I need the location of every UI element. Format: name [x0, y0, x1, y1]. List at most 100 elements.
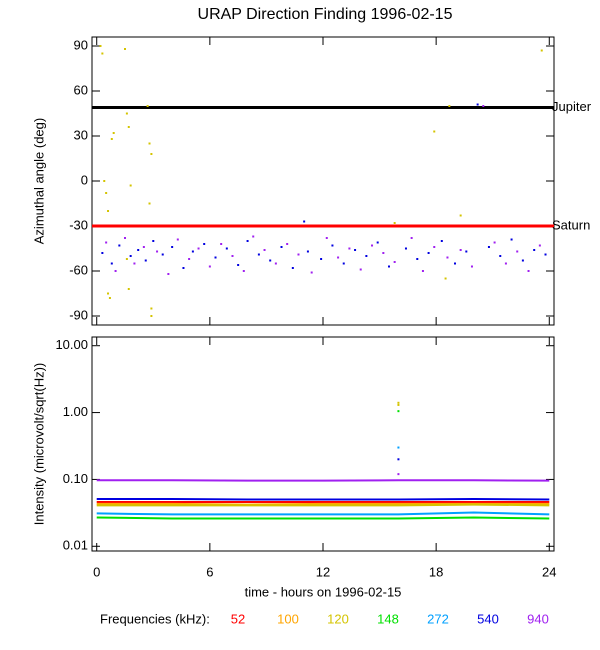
reference-label: Jupiter [552, 99, 592, 114]
data-point [393, 261, 396, 263]
data-point [448, 105, 451, 107]
legend-item: 120 [327, 611, 349, 626]
data-point [421, 270, 424, 272]
data-point [129, 184, 132, 187]
data-point [246, 240, 249, 242]
data-point [397, 473, 400, 476]
data-point [105, 192, 108, 194]
data-point [337, 256, 340, 259]
data-line [96, 511, 550, 516]
x-tick-label: 12 [316, 564, 330, 579]
data-point [133, 262, 136, 265]
chart-title: URAP Direction Finding 1996-02-15 [198, 6, 453, 23]
data-point [101, 52, 104, 55]
data-point [105, 241, 108, 244]
legend-item: 52 [231, 611, 245, 626]
data-point [521, 259, 524, 262]
legend-item: 540 [477, 611, 499, 626]
data-point [252, 235, 255, 238]
data-point [354, 249, 357, 251]
data-point [161, 253, 164, 256]
data-line [96, 516, 550, 520]
data-point [348, 247, 351, 250]
data-point [148, 142, 151, 145]
data-point [127, 288, 130, 290]
x-tick-label: 6 [206, 564, 213, 579]
data-point [310, 271, 313, 274]
data-point [108, 297, 111, 299]
data-point [388, 265, 390, 268]
data-point [112, 132, 115, 134]
data-point [110, 138, 113, 140]
data-point [280, 246, 283, 248]
data-point [527, 270, 530, 272]
data-point [220, 243, 223, 245]
data-point [144, 259, 147, 262]
data-point [286, 243, 289, 245]
data-point [397, 401, 400, 404]
data-point [540, 49, 543, 52]
data-point [382, 252, 385, 254]
data-point [101, 252, 104, 254]
data-point [510, 238, 513, 241]
data-point [454, 262, 456, 265]
data-point [544, 253, 547, 256]
data-point [440, 240, 443, 242]
data-point [182, 267, 185, 269]
data-point [499, 255, 502, 257]
data-point [516, 250, 519, 253]
data-point [371, 244, 374, 247]
data-point [416, 258, 419, 260]
data-point [150, 153, 153, 155]
data-point [231, 255, 234, 257]
data-point [114, 270, 117, 272]
data-point [137, 249, 140, 251]
data-point [376, 241, 379, 244]
data-point [269, 259, 272, 262]
data-point [306, 250, 309, 253]
y-tick-label: 10.00 [55, 337, 88, 352]
data-point [331, 244, 334, 247]
y-axis-label: Intensity (microvolt/sqrt(Hz)) [31, 363, 46, 526]
data-point [303, 220, 306, 223]
data-point [167, 273, 170, 275]
data-point [410, 237, 413, 239]
data-point [538, 244, 541, 247]
data-point [129, 255, 132, 257]
y-tick-label: 30 [74, 127, 88, 142]
data-point [393, 222, 396, 224]
x-tick-label: 18 [429, 564, 443, 579]
data-point [404, 247, 407, 250]
data-point [504, 262, 507, 265]
legend-item: 148 [377, 611, 399, 626]
data-point [297, 253, 300, 256]
data-point [152, 240, 155, 242]
data-point [465, 250, 468, 253]
data-point [342, 262, 345, 265]
data-point [171, 246, 174, 248]
data-point [487, 246, 490, 248]
data-point [191, 250, 194, 253]
data-point [433, 246, 436, 248]
data-point [208, 265, 211, 268]
data-point [493, 241, 496, 244]
data-point [325, 237, 328, 239]
data-point [533, 249, 536, 251]
data-point [427, 252, 430, 254]
data-point [127, 126, 130, 128]
data-point [397, 446, 400, 449]
y-tick-label: -60 [69, 262, 88, 277]
y-tick-label: 1.00 [63, 404, 88, 419]
y-tick-label: 0 [81, 172, 88, 187]
data-point [125, 258, 128, 260]
y-tick-label: 60 [74, 82, 88, 97]
data-point [150, 315, 153, 317]
data-point [444, 277, 447, 280]
data-point [320, 258, 323, 260]
data-point [150, 307, 153, 310]
data-point [237, 264, 240, 266]
data-point [124, 237, 126, 239]
data-point [470, 265, 473, 268]
data-point [459, 249, 462, 251]
data-point [214, 256, 217, 259]
